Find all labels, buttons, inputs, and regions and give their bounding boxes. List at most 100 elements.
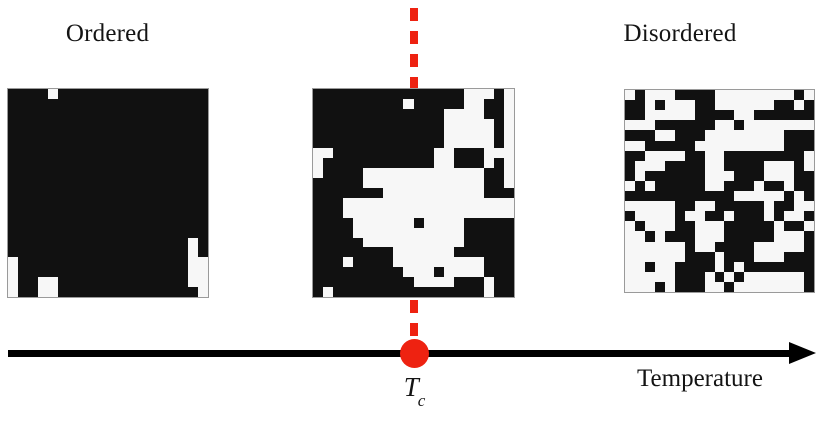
- lattice-cell: [644, 191, 655, 202]
- lattice-cell: [68, 227, 78, 238]
- lattice-cell: [393, 227, 404, 238]
- lattice-cell: [108, 108, 118, 119]
- lattice-cell: [343, 207, 354, 218]
- lattice-cell: [343, 247, 354, 258]
- lattice-cell: [8, 277, 18, 288]
- lattice-cell: [373, 108, 384, 119]
- lattice-cell: [774, 140, 785, 151]
- lattice-cell: [774, 221, 785, 232]
- lattice-cell: [18, 267, 28, 278]
- lattice-cell: [493, 188, 504, 198]
- lattice-cell: [88, 178, 98, 189]
- lattice-cell: [664, 281, 675, 292]
- lattice-cell: [794, 150, 805, 161]
- lattice-cell: [148, 207, 158, 218]
- lattice-cell: [714, 191, 725, 202]
- lattice-cell: [393, 267, 404, 278]
- lattice-cell: [463, 138, 474, 149]
- lattice-cell: [88, 118, 98, 129]
- lattice-cell: [413, 277, 424, 288]
- lattice-cell: [108, 128, 118, 139]
- lattice-cell: [58, 217, 68, 228]
- lattice-cell: [38, 257, 48, 268]
- lattice-cell: [433, 247, 444, 258]
- lattice-cell: [158, 207, 168, 218]
- lattice-cell: [463, 89, 474, 99]
- lattice-cell: [714, 261, 725, 272]
- lattice-cell: [744, 100, 755, 111]
- lattice-cell: [323, 257, 334, 268]
- lattice-cell: [634, 110, 645, 121]
- lattice-cell: [714, 221, 725, 232]
- lattice-cell: [654, 201, 665, 212]
- lattice-cell: [734, 180, 745, 191]
- lattice-cell: [383, 287, 394, 297]
- lattice-cell: [714, 241, 725, 252]
- lattice-cell: [168, 178, 178, 189]
- lattice-cell: [413, 267, 424, 278]
- lattice-cell: [38, 158, 48, 169]
- lattice-cell: [774, 231, 785, 242]
- lattice-cell: [734, 231, 745, 242]
- lattice-cell: [734, 130, 745, 141]
- lattice-cell: [453, 257, 464, 268]
- lattice-cell: [694, 281, 705, 292]
- lattice-cell: [423, 227, 434, 238]
- lattice-cell: [704, 211, 715, 222]
- lattice-cell: [694, 211, 705, 222]
- lattice-cell: [453, 128, 464, 139]
- lattice-cell: [323, 277, 334, 288]
- lattice-cell: [188, 118, 198, 129]
- lattice-cell: [373, 207, 384, 218]
- lattice-cell: [754, 261, 765, 272]
- lattice-cell: [654, 241, 665, 252]
- lattice-cell: [453, 217, 464, 228]
- lattice-cell: [158, 287, 168, 297]
- lattice-cell: [704, 140, 715, 151]
- lattice-cell: [323, 168, 334, 179]
- lattice-cell: [453, 188, 464, 198]
- lattice-cell: [443, 98, 454, 109]
- lattice-cell: [148, 138, 158, 149]
- lattice-cell: [138, 128, 148, 139]
- lattice-cell: [28, 197, 38, 208]
- lattice-cell: [333, 277, 344, 288]
- lattice-cell: [88, 108, 98, 119]
- lattice-cell: [754, 130, 765, 141]
- lattice-cell: [784, 211, 795, 222]
- lattice-cell: [493, 197, 504, 208]
- lattice-cell: [333, 207, 344, 218]
- lattice-cell: [68, 287, 78, 297]
- lattice-cell: [393, 148, 404, 159]
- lattice-cell: [403, 197, 414, 208]
- lattice-cell: [68, 257, 78, 268]
- lattice-cell: [148, 247, 158, 258]
- lattice-cell: [58, 227, 68, 238]
- lattice-cell: [323, 197, 334, 208]
- lattice-cell: [313, 197, 324, 208]
- lattice-cell: [674, 130, 685, 141]
- lattice-cell: [188, 237, 198, 248]
- lattice-cell: [704, 120, 715, 131]
- lattice-cell: [423, 128, 434, 139]
- lattice-cell: [644, 201, 655, 212]
- lattice-cell: [684, 120, 695, 131]
- lattice-cell: [128, 89, 138, 99]
- critical-temperature-dashed-line-top: [410, 8, 418, 88]
- lattice-cell: [188, 217, 198, 228]
- lattice-cell: [674, 100, 685, 111]
- lattice-cell: [138, 98, 148, 109]
- lattice-cell: [774, 191, 785, 202]
- lattice-cell: [108, 138, 118, 149]
- lattice-cell: [634, 201, 645, 212]
- lattice-cell: [313, 168, 324, 179]
- lattice-cell: [148, 237, 158, 248]
- lattice-cell: [78, 89, 88, 99]
- lattice-cell: [473, 178, 484, 189]
- lattice-cell: [774, 211, 785, 222]
- lattice-cell: [463, 197, 474, 208]
- lattice-cell: [313, 178, 324, 189]
- lattice-cell: [413, 89, 424, 99]
- lattice-cell: [8, 118, 18, 129]
- lattice-cell: [413, 197, 424, 208]
